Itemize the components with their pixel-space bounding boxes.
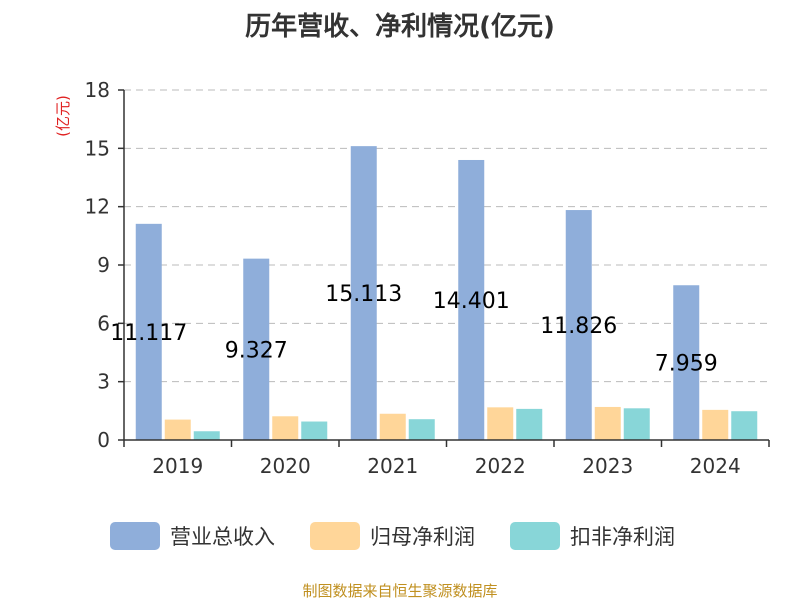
axes: 0 3 6 9 12 15 18 2019 2020 2021 2022 2023 2024 [85,78,770,478]
data-label: 9.327 [225,338,288,363]
y-tick-label: 9 [97,253,110,277]
data-label: 7.959 [655,352,718,377]
bar-series-1-2020 [243,258,270,440]
x-tick-label: 2022 [475,454,526,478]
bar-series-3-2024 [731,411,758,440]
bar-series-1-2021 [350,146,377,440]
bar-series-1-2022 [458,159,485,440]
x-tick-label: 2021 [367,454,418,478]
x-tick-label: 2019 [152,454,203,478]
x-tick-label: 2023 [582,454,633,478]
y-tick-label: 18 [85,78,110,102]
data-label: 14.401 [433,289,510,314]
bar-series-3-2020 [301,421,328,440]
bar-series-3-2023 [623,408,650,440]
data-label: 11.117 [110,321,187,346]
bar-series-3-2021 [408,419,435,440]
x-tick-label: 2020 [260,454,311,478]
bar-series-2-2021 [379,413,406,440]
data-labels: 11.117 9.327 15.113 14.401 11.826 7.959 [110,282,717,377]
legend: 营业总收入 归母净利润 扣非净利润 [110,522,675,550]
legend-swatch[interactable] [510,522,560,550]
gridlines [124,89,769,383]
bar-series-1-2023 [565,210,592,440]
y-tick-label: 15 [85,136,110,160]
bars [135,146,758,440]
x-tick-label: 2024 [690,454,741,478]
y-tick-label: 0 [97,428,110,452]
source-note: 制图数据来自恒生聚源数据库 [302,582,497,600]
y-tick-label: 6 [97,311,110,335]
legend-label[interactable]: 扣非净利润 [570,525,675,549]
data-label: 15.113 [325,282,402,307]
data-label: 11.826 [540,314,617,339]
bar-series-3-2022 [516,408,543,440]
bar-series-2-2022 [487,407,514,440]
legend-label[interactable]: 营业总收入 [170,525,275,549]
chart-title: 历年营收、净利情况(亿元) [245,11,555,42]
bar-series-2-2020 [272,416,299,440]
bar-series-2-2019 [164,419,191,440]
y-tick-label: 12 [85,195,110,219]
bar-series-1-2019 [135,223,162,440]
bar-series-2-2024 [702,409,729,440]
bar-series-1-2024 [673,285,700,440]
legend-label[interactable]: 归母净利润 [370,525,475,549]
y-axis-unit: (亿元) [54,95,72,137]
legend-swatch[interactable] [110,522,160,550]
legend-swatch[interactable] [310,522,360,550]
bar-series-2-2023 [594,406,621,440]
y-tick-label: 3 [97,370,110,394]
bar-series-3-2019 [193,431,220,440]
